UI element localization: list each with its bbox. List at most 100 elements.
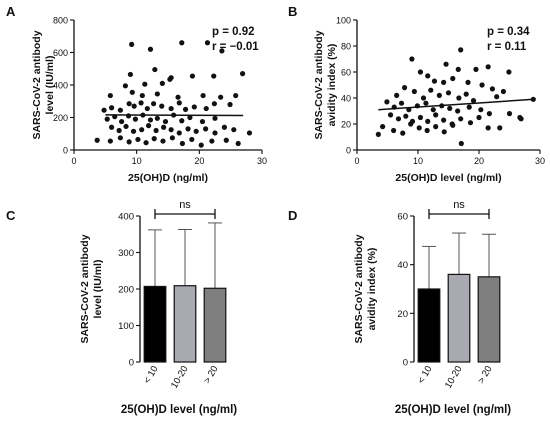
data-point [384,99,390,105]
data-point [126,139,132,145]
data-point [104,116,110,122]
bar [417,288,441,363]
data-point [131,103,137,109]
stat-label: p = 0.34 [487,26,530,38]
data-point [147,117,154,123]
y-tick-label: 20 [397,309,408,320]
data-point [478,107,484,113]
stat-label: r = −0.01 [212,41,259,53]
data-point [485,64,491,70]
data-point [479,82,485,88]
data-point [182,106,189,112]
data-point [122,83,128,89]
y-axis-title: SARS-CoV-2 antibody level (IU/ml) [31,30,56,139]
data-point [200,92,206,99]
data-point [394,92,400,98]
data-point [127,71,133,78]
data-point [126,101,132,107]
data-point [169,135,175,141]
data-point [218,94,224,100]
data-point [117,135,123,141]
data-point [417,114,424,121]
data-point [458,47,464,53]
y-tick-label: 0 [63,146,68,156]
data-point [443,61,449,67]
data-point [212,115,218,121]
x-axis-title: 25(OH)D (ng/ml) [128,172,208,184]
data-point [239,71,246,77]
data-point [441,117,447,123]
data-point [447,105,453,111]
data-point [466,104,472,110]
data-point [107,138,113,144]
y-axis-title: SARS-CoV-2 antibody avidity index (%) [353,234,378,343]
data-point [203,126,209,132]
data-point [129,41,135,47]
data-point [119,118,125,125]
panel-letter: C [6,208,16,223]
y-tick-label: 400 [118,212,134,223]
data-point [189,136,195,143]
data-point [129,89,135,95]
data-point [425,118,431,124]
x-axis-title: 25(OH)D level (ng/ml) [395,404,511,416]
bar [143,285,167,363]
y-axis-title-line: level (IU/ml) [92,260,104,319]
y-axis-title-line: SARS-CoV-2 antibody [79,234,91,343]
data-point [380,124,386,130]
data-point [423,100,429,106]
y-axis-title-line: avidity index (%) [366,248,378,331]
y-tick-label: 200 [53,113,68,123]
data-point [441,79,447,85]
data-point [450,122,456,128]
data-point [168,105,174,112]
y-tick-label: 20 [341,120,351,130]
data-point [193,128,199,134]
data-point [212,130,218,136]
data-point [409,56,415,62]
data-point [198,142,204,148]
data-point [203,105,209,112]
data-point [458,140,464,147]
data-point [400,130,406,136]
x-tick-label: < 10 [142,364,161,386]
panel-letter: B [288,4,297,19]
data-point [150,101,157,107]
data-point [485,125,491,131]
data-point [235,140,241,147]
data-point [109,124,115,130]
data-point [123,123,129,130]
x-tick-label: 10-20 [169,364,191,391]
panel-letter: A [6,4,16,19]
x-tick-label: 0 [354,156,359,166]
data-point [139,92,145,99]
data-point [387,112,394,118]
data-point [130,128,137,134]
data-point [420,95,427,101]
data-point [139,127,145,133]
y-axis-title: SARS-CoV-2 antibody level (IU/ml) [79,234,104,343]
data-point [494,94,500,100]
data-point [101,107,107,113]
data-point [411,88,417,95]
data-point [403,113,409,119]
data-point [398,100,405,106]
data-point [167,76,173,82]
data-point [486,111,492,117]
x-tick-label: 0 [71,156,76,166]
data-point [506,111,513,117]
data-point [430,107,436,113]
y-axis-title: SARS-CoV-2 antibody avidity index (%) [313,30,338,139]
data-point [142,81,148,87]
data-point [151,136,157,142]
data-point [179,40,185,46]
y-tick-label: 800 [53,16,68,26]
significance-label: ns [453,199,465,211]
data-point [185,126,191,132]
data-point [153,127,159,134]
data-point [497,125,503,131]
x-tick-label: 10 [413,156,423,166]
data-point [428,87,434,93]
